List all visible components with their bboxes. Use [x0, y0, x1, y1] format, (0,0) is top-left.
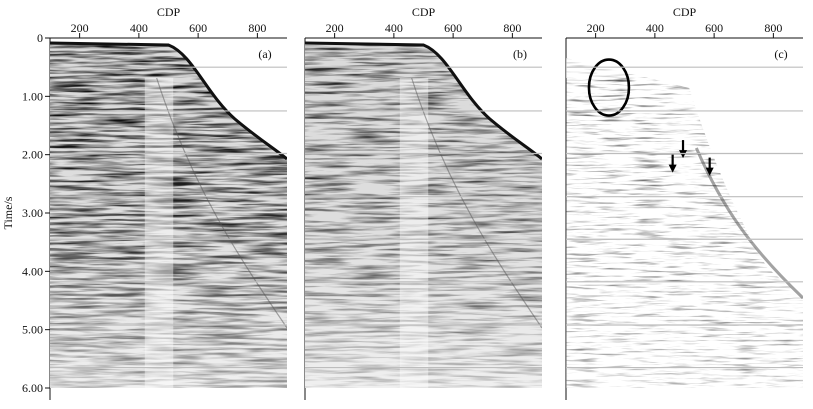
x-tick-label: 800: [764, 21, 782, 35]
y-tick-label: 1.00: [22, 89, 43, 103]
panel-tag: (b): [513, 47, 527, 61]
panel-tag: (a): [258, 47, 271, 61]
fault-trace: [411, 77, 542, 329]
x-axis-label: CDP: [412, 5, 436, 19]
seafloor-reflection: [50, 41, 287, 161]
y-tick-label: 3.00: [22, 206, 43, 220]
x-tick-label: 600: [444, 21, 462, 35]
x-tick-label: 400: [646, 21, 664, 35]
panel-tag: (c): [774, 47, 787, 61]
faint-top: [566, 58, 626, 78]
y-tick-label: 4.00: [22, 264, 43, 278]
panel-c: CDP 200 400 600 800 (c): [565, 5, 803, 400]
x-tick-label: 600: [705, 21, 723, 35]
seismic-section: [50, 41, 287, 388]
y-tick-label: 0: [37, 31, 43, 45]
reflection-texture: [305, 42, 542, 388]
panel-b: CDP 200 400 600 800 (b): [304, 5, 542, 400]
y-axis: Time/s 0 1.00 2.00 3.00 4.00 5.00 6.00: [1, 31, 51, 400]
x-axis-label: CDP: [673, 5, 697, 19]
highlight-ellipse: [587, 58, 631, 117]
x-tick-label: 800: [248, 21, 266, 35]
arrow-down-icon: [705, 157, 714, 176]
reflection-texture: [50, 42, 287, 388]
x-tick-label: 600: [189, 21, 207, 35]
fault-trace: [156, 77, 287, 329]
seismic-section: [566, 58, 803, 388]
seafloor-reflection: [305, 41, 542, 161]
depth-fade: [50, 42, 287, 388]
residual-texture: [566, 58, 803, 388]
depth-fade: [566, 58, 803, 388]
y-axis-label: Time/s: [1, 196, 15, 229]
x-axis-label: CDP: [157, 5, 181, 19]
y-tick-label: 5.00: [22, 323, 43, 337]
x-tick-label: 400: [130, 21, 148, 35]
arrow-down-icon: [668, 154, 677, 173]
seismic-section: [305, 41, 542, 388]
y-tick-label: 2.00: [22, 148, 43, 162]
x-tick-label: 800: [503, 21, 521, 35]
residual-seafloor: [694, 147, 803, 300]
x-tick-label: 200: [326, 21, 344, 35]
x-tick-label: 200: [71, 21, 89, 35]
y-tick-label: 6.00: [22, 381, 43, 395]
x-tick-label: 200: [587, 21, 605, 35]
depth-fade: [305, 42, 542, 388]
panel-a: CDP 200 400 600 800 (a): [50, 5, 287, 388]
x-tick-label: 400: [385, 21, 403, 35]
